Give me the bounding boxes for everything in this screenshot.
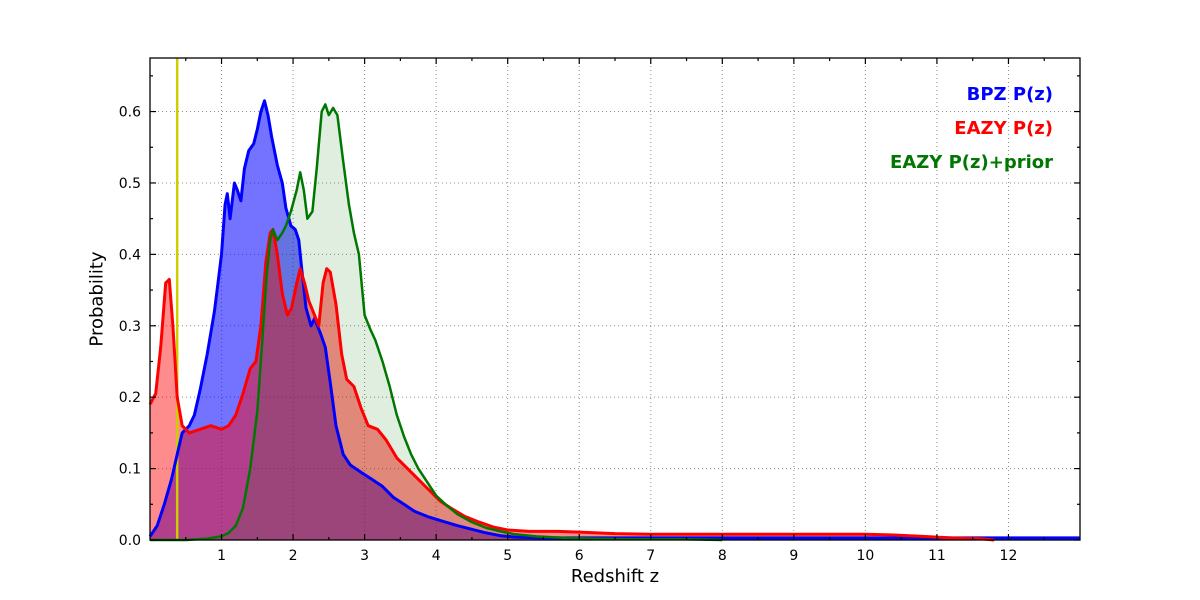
legend-item-eazy: EAZY P(z) — [954, 118, 1053, 139]
svg-text:3: 3 — [360, 548, 369, 564]
svg-text:0.5: 0.5 — [119, 176, 141, 192]
y-axis-label: Probability — [86, 251, 108, 347]
svg-text:0.3: 0.3 — [119, 319, 141, 335]
svg-text:12: 12 — [1000, 548, 1018, 564]
svg-text:2: 2 — [289, 548, 298, 564]
svg-text:10: 10 — [856, 548, 874, 564]
svg-text:0.2: 0.2 — [119, 390, 141, 406]
svg-text:4: 4 — [432, 548, 441, 564]
svg-text:5: 5 — [503, 548, 512, 564]
svg-text:0.4: 0.4 — [119, 247, 141, 263]
x-axis-label: Redshift z — [570, 566, 660, 587]
svg-text:7: 7 — [646, 548, 655, 564]
svg-text:11: 11 — [928, 548, 946, 564]
svg-text:0.6: 0.6 — [119, 105, 141, 121]
svg-text:6: 6 — [575, 548, 584, 564]
legend: BPZ P(z) EAZY P(z) EAZY P(z)+prior — [890, 78, 1053, 180]
svg-text:1: 1 — [217, 548, 226, 564]
svg-text:9: 9 — [789, 548, 798, 564]
legend-item-bpz: BPZ P(z) — [966, 84, 1053, 105]
legend-item-eazy-prior: EAZY P(z)+prior — [890, 152, 1053, 173]
svg-text:0.1: 0.1 — [119, 462, 141, 478]
svg-text:0.0: 0.0 — [119, 533, 141, 549]
svg-text:8: 8 — [718, 548, 727, 564]
